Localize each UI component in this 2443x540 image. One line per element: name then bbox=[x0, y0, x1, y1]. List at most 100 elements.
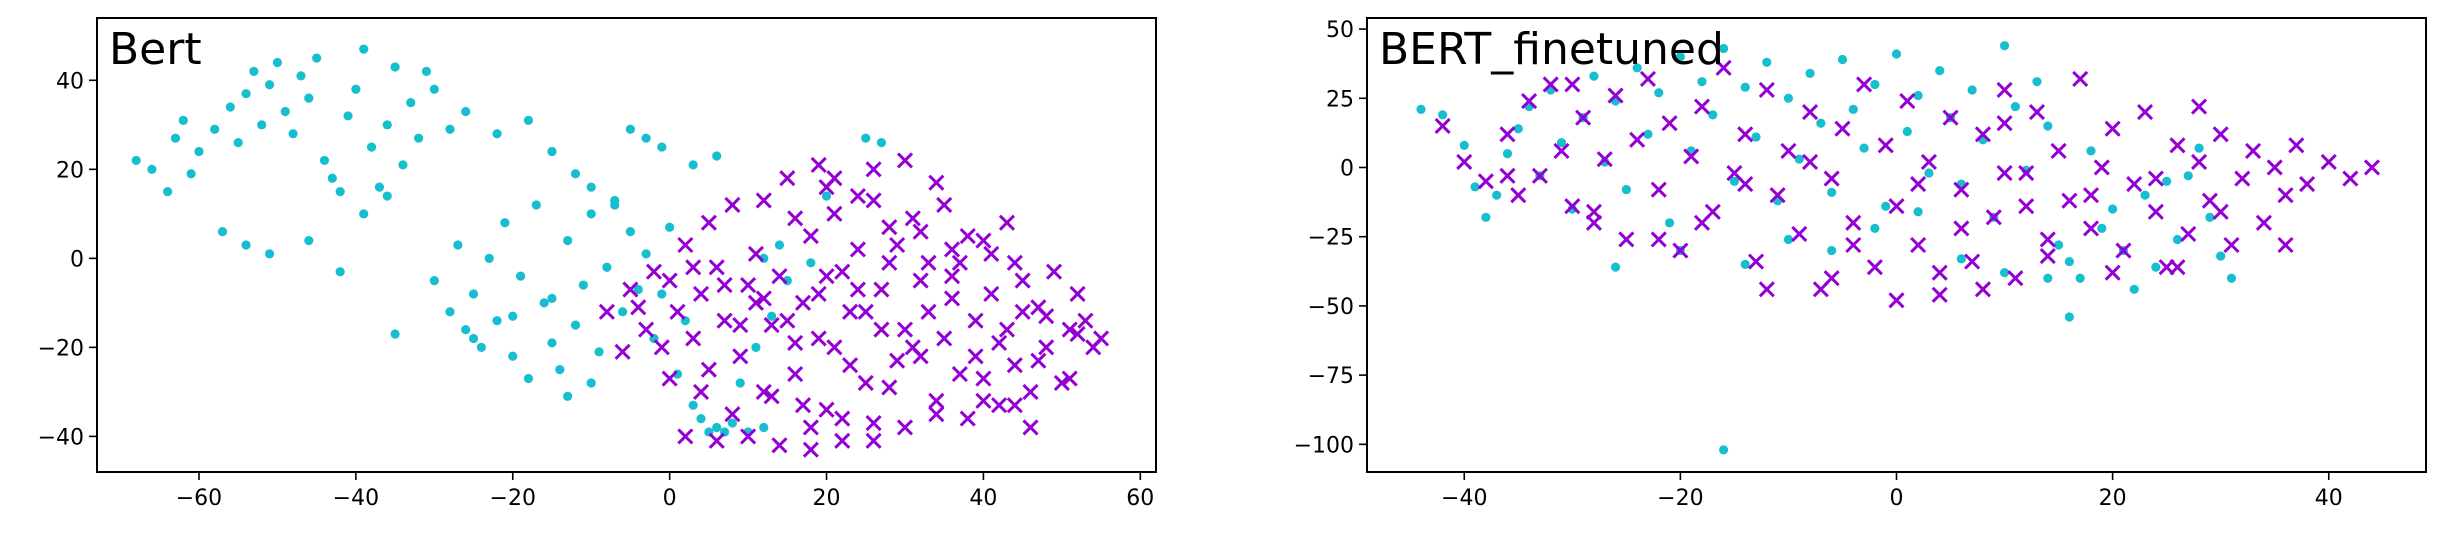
dot-marker-1-2 bbox=[1459, 140, 1469, 150]
dot-marker-0-26 bbox=[359, 44, 369, 54]
x-marker-0-83 bbox=[685, 259, 702, 276]
x-marker-1-5 bbox=[1521, 92, 1538, 110]
dot-marker-0-94 bbox=[696, 413, 706, 424]
dot-marker-0-40 bbox=[398, 160, 408, 170]
x-marker-1-88 bbox=[1974, 281, 1992, 298]
x-marker-0-43 bbox=[967, 312, 984, 329]
dot-marker-0-85 bbox=[468, 333, 479, 344]
dot-marker-0-60 bbox=[476, 342, 486, 352]
x-marker-0-0 bbox=[598, 303, 615, 320]
x-marker-1-16 bbox=[1639, 70, 1657, 87]
x-marker-1-7 bbox=[1542, 76, 1559, 93]
dot-marker-0-44 bbox=[492, 129, 502, 139]
x-marker-0-71 bbox=[1022, 419, 1039, 436]
dot-marker-0-17 bbox=[288, 129, 298, 139]
x-marker-1-33 bbox=[1823, 170, 1840, 187]
dot-marker-0-71 bbox=[563, 235, 573, 246]
dot-marker-0-84 bbox=[665, 222, 675, 232]
x-marker-0-18 bbox=[771, 268, 788, 285]
x-marker-0-124 bbox=[865, 192, 882, 209]
dot-marker-0-34 bbox=[241, 240, 251, 250]
x-marker-0-121 bbox=[1006, 397, 1023, 414]
x-marker-1-85 bbox=[1823, 270, 1840, 287]
x-marker-0-100 bbox=[826, 339, 843, 356]
dot-marker-0-10 bbox=[233, 138, 243, 148]
x-tick-label: −40 bbox=[333, 486, 379, 511]
y-tick-label: −100 bbox=[1294, 433, 1354, 458]
x-marker-0-24 bbox=[818, 401, 835, 418]
dot-marker-0-106 bbox=[774, 240, 785, 250]
dot-marker-0-32 bbox=[414, 133, 424, 143]
x-marker-0-103 bbox=[920, 303, 937, 320]
x-marker-0-101 bbox=[857, 374, 874, 392]
dot-marker-0-69 bbox=[547, 338, 557, 348]
bert-ticks: −60 −40 −20 0 20 40 60 −40 −20 0 20 40 bbox=[38, 69, 1155, 511]
x-marker-0-117 bbox=[881, 219, 898, 236]
dot-marker-0-55 bbox=[429, 276, 439, 286]
x-marker-0-39 bbox=[936, 196, 953, 214]
dot-marker-1-35 bbox=[1816, 118, 1826, 128]
x-marker-1-42 bbox=[1920, 153, 1937, 171]
dot-marker-1-37 bbox=[1837, 54, 1848, 65]
x-tick-label: −60 bbox=[176, 486, 222, 511]
dot-marker-1-1 bbox=[1438, 110, 1448, 120]
x-marker-1-37 bbox=[1866, 259, 1883, 276]
dot-marker-1-77 bbox=[1913, 207, 1923, 217]
x-marker-0-32 bbox=[881, 379, 898, 396]
dot-marker-0-109 bbox=[861, 133, 871, 143]
dot-marker-0-87 bbox=[547, 293, 557, 304]
y-tick-label: 20 bbox=[56, 158, 84, 183]
x-marker-0-79 bbox=[975, 232, 992, 249]
x-marker-1-76 bbox=[2288, 137, 2305, 154]
dot-marker-1-79 bbox=[1999, 268, 2010, 278]
x-marker-1-19 bbox=[1672, 242, 1689, 259]
x-marker-0-69 bbox=[959, 410, 976, 427]
bert-finetuned-ticks: −40 −20 0 20 40 −100 −75 −50 −25 0 25 50 bbox=[1294, 18, 2343, 511]
dot-marker-1-33 bbox=[1794, 154, 1804, 164]
x-marker-0-98 bbox=[763, 388, 780, 405]
x-marker-0-82 bbox=[1069, 325, 1086, 343]
x-marker-0-56 bbox=[1069, 285, 1086, 303]
x-marker-1-93 bbox=[1737, 176, 1754, 193]
x-marker-1-34 bbox=[1834, 120, 1851, 137]
y-tick-label: −20 bbox=[38, 336, 84, 361]
x-marker-1-86 bbox=[1888, 292, 1905, 309]
scatter-panel-bert-finetuned: −40 −20 0 20 40 −100 −75 −50 −25 0 25 50 BERT_finet… bbox=[1294, 17, 2427, 511]
x-marker-0-88 bbox=[842, 303, 859, 320]
x-marker-0-23 bbox=[810, 330, 827, 347]
x-marker-0-25 bbox=[826, 205, 843, 222]
dot-marker-0-78 bbox=[617, 307, 628, 317]
x-tick-label: 60 bbox=[1126, 486, 1154, 511]
dot-marker-0-20 bbox=[312, 53, 322, 63]
dot-marker-0-5 bbox=[186, 169, 196, 179]
x-marker-0-5 bbox=[669, 303, 686, 320]
x-marker-0-80 bbox=[1006, 254, 1023, 271]
x-marker-1-82 bbox=[1650, 231, 1667, 248]
x-marker-0-114 bbox=[787, 334, 804, 351]
x-marker-1-27 bbox=[1758, 81, 1775, 99]
x-marker-1-69 bbox=[2212, 126, 2229, 143]
x-marker-0-44 bbox=[975, 392, 992, 409]
x-marker-0-31 bbox=[873, 281, 890, 298]
dot-marker-0-54 bbox=[712, 151, 722, 161]
x-marker-0-66 bbox=[865, 414, 882, 432]
x-marker-1-101 bbox=[1801, 153, 1819, 171]
y-tick-label: 50 bbox=[1326, 18, 1354, 43]
x-marker-1-75 bbox=[2277, 236, 2294, 254]
dot-marker-1-71 bbox=[2205, 212, 2215, 222]
dot-marker-0-4 bbox=[178, 115, 188, 125]
dot-marker-0-96 bbox=[712, 422, 722, 433]
dot-marker-0-41 bbox=[421, 66, 432, 77]
dot-marker-0-83 bbox=[657, 289, 667, 299]
dot-marker-1-64 bbox=[2129, 284, 2139, 294]
y-tick-label: −75 bbox=[1308, 364, 1354, 389]
dot-marker-1-82 bbox=[1719, 445, 1729, 455]
dot-marker-0-16 bbox=[280, 106, 290, 117]
dot-marker-1-27 bbox=[1729, 176, 1740, 186]
dot-marker-0-74 bbox=[586, 209, 596, 219]
dot-marker-0-48 bbox=[586, 182, 596, 192]
x-marker-0-40 bbox=[943, 290, 961, 307]
dot-marker-1-3 bbox=[1470, 182, 1480, 192]
